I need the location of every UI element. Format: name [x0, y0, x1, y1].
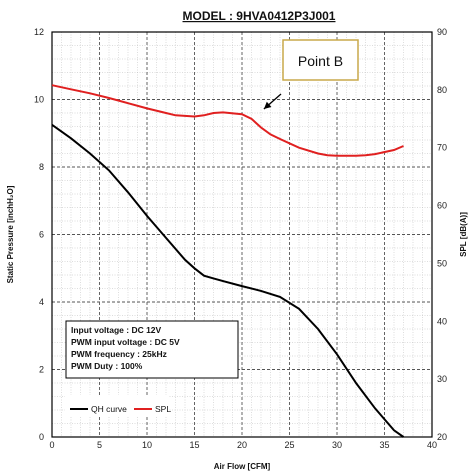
plot-frame: [51, 31, 433, 438]
annotation-box: [282, 39, 359, 81]
legend-label-spl: SPL: [155, 404, 171, 414]
annotation-point-b: Point B: [263, 39, 359, 110]
annotation-label: Point B: [298, 53, 343, 69]
x-tick-label: 25: [284, 440, 294, 450]
y-tick-label: 8: [39, 162, 44, 172]
legend-background: [65, 395, 169, 416]
spec-box: Input voltage : DC 12V PWM input voltage…: [65, 320, 239, 379]
x-axis-title: Air Flow [CFM]: [214, 462, 271, 471]
x-tick-label: 0: [49, 440, 54, 450]
x-tick-label: 15: [189, 440, 199, 450]
y2-axis-title: SPL [dB(A)]: [459, 212, 468, 257]
y2-tick-label: 80: [437, 85, 447, 95]
legend-label-qh-curve: QH curve: [91, 404, 127, 414]
y2-tick-label: 30: [437, 374, 447, 384]
x-tick-label: 40: [427, 440, 437, 450]
annotation-arrowhead: [263, 101, 272, 109]
x-tick-label: 20: [237, 440, 247, 450]
series-line-spl: [51, 84, 404, 157]
x-tick-label: 30: [332, 440, 342, 450]
y-tick-label: 4: [39, 297, 44, 307]
y-tick-label: 2: [39, 365, 44, 375]
spec-line-pwm-frequency: PWM frequency : 25kHz: [71, 349, 167, 359]
x-tick-label: 35: [379, 440, 389, 450]
y-tick-label: 6: [39, 230, 44, 240]
chart-title: MODEL : 9HVA0412P3J001: [183, 9, 336, 23]
y-tick-label: 0: [39, 432, 44, 442]
x-tick-labels: 0 5 10 15 20 25 30 35 40: [49, 440, 437, 450]
spec-line-pwm-input-voltage: PWM input voltage : DC 5V: [71, 337, 180, 347]
y2-tick-label: 90: [437, 27, 447, 37]
y-axis-title: Static Pressure [inchH₂O]: [6, 185, 15, 283]
y2-tick-labels: 20 30 40 50 60 70 80 90: [437, 27, 447, 442]
y2-tick-label: 20: [437, 432, 447, 442]
y-tick-labels: 0 2 4 6 8 10 12: [34, 27, 44, 442]
x-tick-label: 5: [97, 440, 102, 450]
y2-tick-label: 50: [437, 258, 447, 268]
y-tick-label: 12: [34, 27, 44, 37]
y2-tick-label: 70: [437, 143, 447, 153]
series-line-qh-curve: [51, 123, 405, 438]
y2-tick-label: 60: [437, 201, 447, 211]
y-tick-label: 10: [34, 95, 44, 105]
spec-line-input-voltage: Input voltage : DC 12V: [71, 325, 162, 335]
x-tick-label: 10: [142, 440, 152, 450]
spec-box-frame: [65, 320, 239, 379]
spec-line-pwm-duty: PWM Duty : 100%: [71, 361, 143, 371]
y2-tick-label: 40: [437, 316, 447, 326]
legend: QH curve SPL: [65, 395, 171, 416]
